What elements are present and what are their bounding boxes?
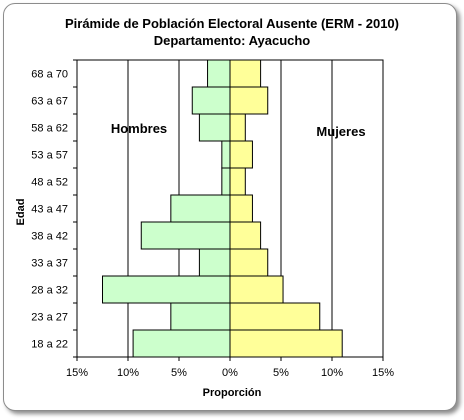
y-tick-label: 23 a 27 <box>31 312 68 324</box>
y-tick-label: 33 a 37 <box>31 258 68 270</box>
y-tick-label: 53 a 57 <box>31 150 68 162</box>
bar-hombres-58-a-62 <box>198 113 231 142</box>
bar-hombres-33-a-37 <box>198 248 231 277</box>
bar-hombres-48-a-52 <box>221 167 231 196</box>
bar-mujeres-48-a-52 <box>229 167 246 196</box>
bar-hombres-68-a-70 <box>207 59 231 88</box>
y-tick-label: 38 a 42 <box>31 231 68 243</box>
bar-mujeres-53-a-57 <box>229 140 253 169</box>
bar-mujeres-58-a-62 <box>229 113 246 142</box>
bar-mujeres-38-a-42 <box>229 221 262 250</box>
x-axis-title: Proporción <box>203 387 262 399</box>
x-tick-label: 15% <box>66 367 88 379</box>
bar-hombres-38-a-42 <box>140 221 231 250</box>
legend-label-mujeres: Mujeres <box>316 124 365 139</box>
x-tick-label: 10% <box>117 367 139 379</box>
axes: 68 a 70 63 a 67 58 a 62 53 a 57 48 a 52 43 a … <box>31 59 394 379</box>
x-tick-label: 5% <box>171 367 187 379</box>
y-tick-label: 28 a 32 <box>31 285 68 297</box>
y-tick-label: 68 a 70 <box>31 69 68 81</box>
legend-label-hombres: Hombres <box>111 121 167 136</box>
bar-hombres-63-a-67 <box>191 86 231 115</box>
y-tick-label: 43 a 47 <box>31 204 68 216</box>
bar-hombres-28-a-32 <box>102 275 231 304</box>
bar-hombres-43-a-47 <box>170 194 231 223</box>
chart-title: Pirámide de Población Electoral Ausente … <box>65 16 399 31</box>
x-tick-label: 10% <box>321 367 343 379</box>
y-tick-label: 63 a 67 <box>31 96 68 108</box>
x-tick-label: 5% <box>273 367 289 379</box>
bar-mujeres-18-a-22 <box>229 329 343 358</box>
bar-hombres-18-a-22 <box>132 329 231 358</box>
bar-hombres-53-a-57 <box>221 140 231 169</box>
bars <box>102 59 343 358</box>
bar-mujeres-43-a-47 <box>229 194 253 223</box>
y-axis-title: Edad <box>15 199 27 226</box>
x-tick-label: 15% <box>372 367 394 379</box>
bar-hombres-23-a-27 <box>170 302 231 331</box>
bar-mujeres-33-a-37 <box>229 248 269 277</box>
chart-subtitle: Departamento: Ayacucho <box>154 33 311 48</box>
y-tick-label: 58 a 62 <box>31 123 68 135</box>
bar-mujeres-28-a-32 <box>229 275 284 304</box>
bar-mujeres-63-a-67 <box>229 86 269 115</box>
bar-mujeres-23-a-27 <box>229 302 321 331</box>
y-tick-label: 18 a 22 <box>31 339 68 351</box>
x-tick-label: 0% <box>222 367 238 379</box>
bar-mujeres-68-a-70 <box>229 59 262 88</box>
y-tick-label: 48 a 52 <box>31 177 68 189</box>
